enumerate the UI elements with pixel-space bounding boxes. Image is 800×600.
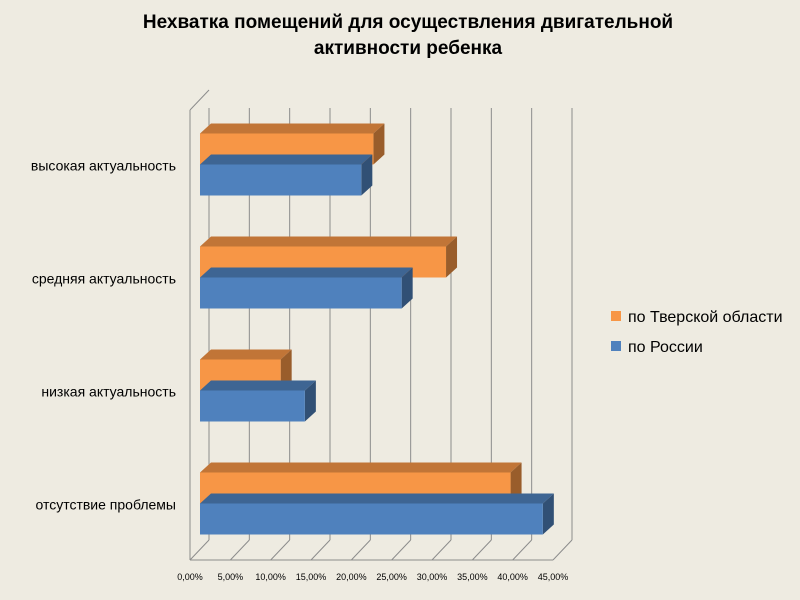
category-label: средняя актуальность [32,271,176,287]
bar-top-face [200,349,292,360]
x-tick-label: 10,00% [255,572,286,582]
gridline-floor [471,539,492,561]
legend-swatch [611,341,621,351]
chart-title: Нехватка помещений для осуществления дви… [0,10,800,62]
x-tick-label: 35,00% [457,572,488,582]
bar-side-face [510,462,522,504]
chart-title-line-2: активности ребенка [313,38,503,59]
bar-top-face [200,123,385,134]
gridline-floor [512,539,533,561]
bar-side-face [401,267,413,309]
category-label: низкая актуальность [41,384,176,400]
x-tick-label: 20,00% [336,572,367,582]
gridline-floor [270,539,291,561]
gridline-floor [189,539,210,561]
chart-title-line-1: Нехватка помещений для осуществления дви… [142,12,674,33]
bar-side-face [446,236,458,278]
legend-label: по Тверской области [628,309,783,326]
bar-front-face [200,390,305,422]
bar-side-face [373,123,385,165]
legend: по Тверской области по России [611,309,783,356]
bar-top-face [200,462,522,473]
bar-top-face [200,267,413,278]
x-tick-label: 0,00% [177,572,203,582]
bar [200,380,316,422]
gridline-floor [391,539,412,561]
bar-side-face [304,380,316,422]
bar-side-face [361,154,373,196]
x-tick-label: 45,00% [538,572,569,582]
bar [200,154,373,196]
category-label: отсутствие проблемы [35,497,176,513]
x-tick-label: 25,00% [376,572,407,582]
gridline-floor [350,539,371,561]
bar-side-face [542,493,554,535]
gridline-floor [552,539,573,561]
x-tick-label: 40,00% [497,572,528,582]
gridline-floor [310,539,331,561]
bars-layer [200,123,554,535]
gridline-floor [431,539,452,561]
x-tick-label: 30,00% [417,572,448,582]
bar [200,267,413,309]
x-tick-label: 15,00% [296,572,327,582]
gridline-floor [229,539,250,561]
bar-side-face [280,349,292,391]
x-tick-label: 5,00% [218,572,244,582]
bar-top-face [200,236,458,247]
bar-top-face [200,380,316,391]
bar-front-face [200,503,543,535]
category-label: высокая актуальность [31,158,176,174]
bar-top-face [200,154,373,165]
labels-layer: высокая актуальность средняя актуальность… [31,158,568,583]
legend-swatch [611,311,621,321]
side-wall-top [189,89,210,111]
bar-top-face [200,493,554,504]
bar [200,493,554,535]
legend-label: по России [628,339,703,356]
bar-front-face [200,164,362,196]
bar-front-face [200,277,402,309]
